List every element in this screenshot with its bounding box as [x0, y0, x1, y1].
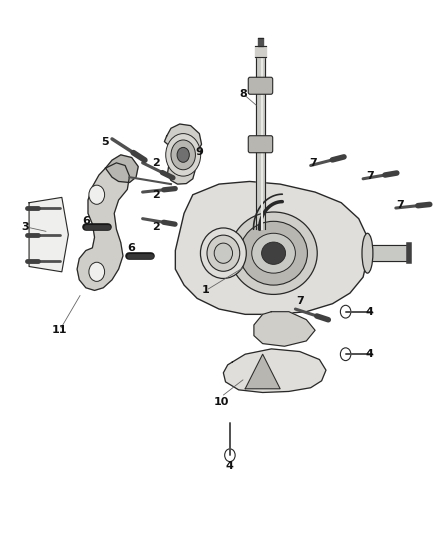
- Polygon shape: [106, 155, 138, 182]
- Circle shape: [340, 348, 351, 361]
- Circle shape: [340, 305, 351, 318]
- Polygon shape: [245, 354, 280, 389]
- Text: 11: 11: [52, 325, 67, 335]
- Polygon shape: [223, 349, 326, 392]
- Text: 5: 5: [102, 136, 110, 147]
- Polygon shape: [254, 312, 315, 346]
- Circle shape: [89, 262, 105, 281]
- Circle shape: [166, 134, 201, 176]
- Ellipse shape: [214, 243, 233, 263]
- Polygon shape: [164, 124, 201, 184]
- Text: 6: 6: [128, 243, 136, 253]
- Text: 7: 7: [366, 171, 374, 181]
- Ellipse shape: [261, 242, 286, 264]
- Text: 7: 7: [296, 296, 304, 306]
- Text: 4: 4: [226, 461, 234, 471]
- FancyBboxPatch shape: [248, 77, 273, 94]
- Polygon shape: [29, 197, 68, 272]
- Ellipse shape: [201, 228, 246, 278]
- Circle shape: [177, 148, 189, 163]
- Text: 4: 4: [366, 306, 374, 317]
- Polygon shape: [175, 181, 367, 314]
- Text: 7: 7: [396, 200, 404, 211]
- Circle shape: [89, 185, 105, 204]
- Ellipse shape: [230, 212, 317, 294]
- Text: 3: 3: [21, 222, 28, 232]
- Ellipse shape: [207, 235, 240, 271]
- Text: 2: 2: [152, 222, 159, 232]
- Text: 2: 2: [152, 158, 159, 168]
- Text: 1: 1: [202, 286, 210, 295]
- Text: 9: 9: [195, 147, 203, 157]
- Text: 10: 10: [213, 397, 229, 407]
- Polygon shape: [77, 163, 130, 290]
- FancyBboxPatch shape: [248, 136, 273, 153]
- Text: 7: 7: [309, 158, 317, 168]
- Text: 4: 4: [366, 349, 374, 359]
- Ellipse shape: [240, 221, 307, 285]
- Ellipse shape: [252, 233, 295, 273]
- Text: 2: 2: [152, 190, 159, 200]
- Circle shape: [225, 449, 235, 462]
- Text: 8: 8: [239, 88, 247, 99]
- Text: 6: 6: [82, 216, 90, 227]
- Ellipse shape: [362, 233, 373, 273]
- Circle shape: [171, 140, 195, 169]
